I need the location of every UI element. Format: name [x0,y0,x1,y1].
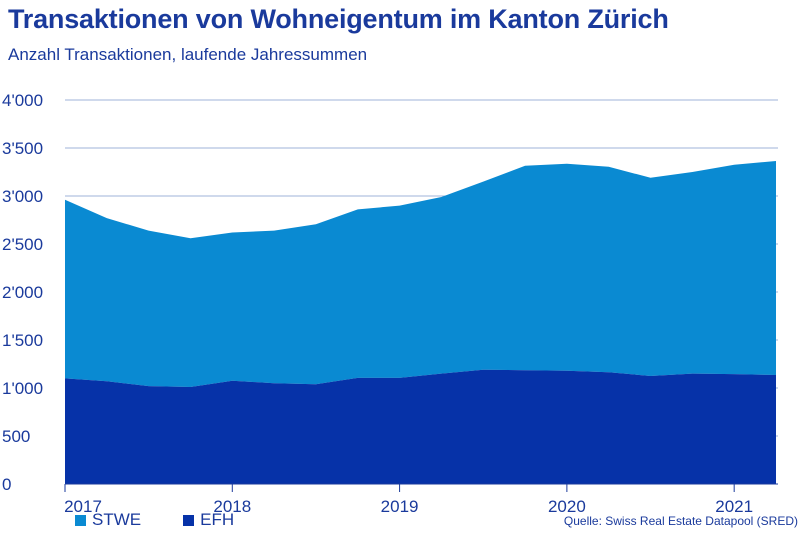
legend: STWE EFH [75,510,276,530]
x-tick-label-2019: 2019 [381,497,419,516]
x-tick-label-2018: 2018 [213,497,251,516]
y-tick-label-3500: 3'500 [2,139,43,158]
source-note: Quelle: Swiss Real Estate Datapool (SRED… [563,514,798,528]
area-series-efh [65,369,776,484]
legend-label-efh: EFH [200,510,235,529]
legend-item-efh: EFH [183,510,234,530]
y-tick-label-0: 0 [2,475,11,494]
x-tick-label-2017: 2017 [64,497,102,516]
legend-swatch-efh [183,514,195,526]
legend-swatch-stwe [75,514,86,526]
y-tick-label-500: 500 [2,427,30,446]
y-tick-label-2500: 2'500 [2,235,43,254]
y-tick-label-1000: 1'000 [2,379,43,398]
legend-label-stwe: STWE [92,510,142,529]
legend-item-stwe: STWE [75,510,141,530]
chart-title: Transaktionen von Wohneigentum im Kanton… [8,4,669,34]
chart-subtitle: Anzahl Transaktionen, laufende Jahressum… [8,45,368,64]
x-tick-label-2021: 2021 [715,497,753,516]
x-tick-label-2020: 2020 [548,497,586,516]
y-tick-label-3000: 3'000 [2,187,43,206]
y-tick-label-1500: 1'500 [2,331,43,350]
y-tick-label-2000: 2'000 [2,283,43,302]
area-series-stwe [65,161,776,387]
y-tick-label-4000: 4'000 [2,91,43,110]
